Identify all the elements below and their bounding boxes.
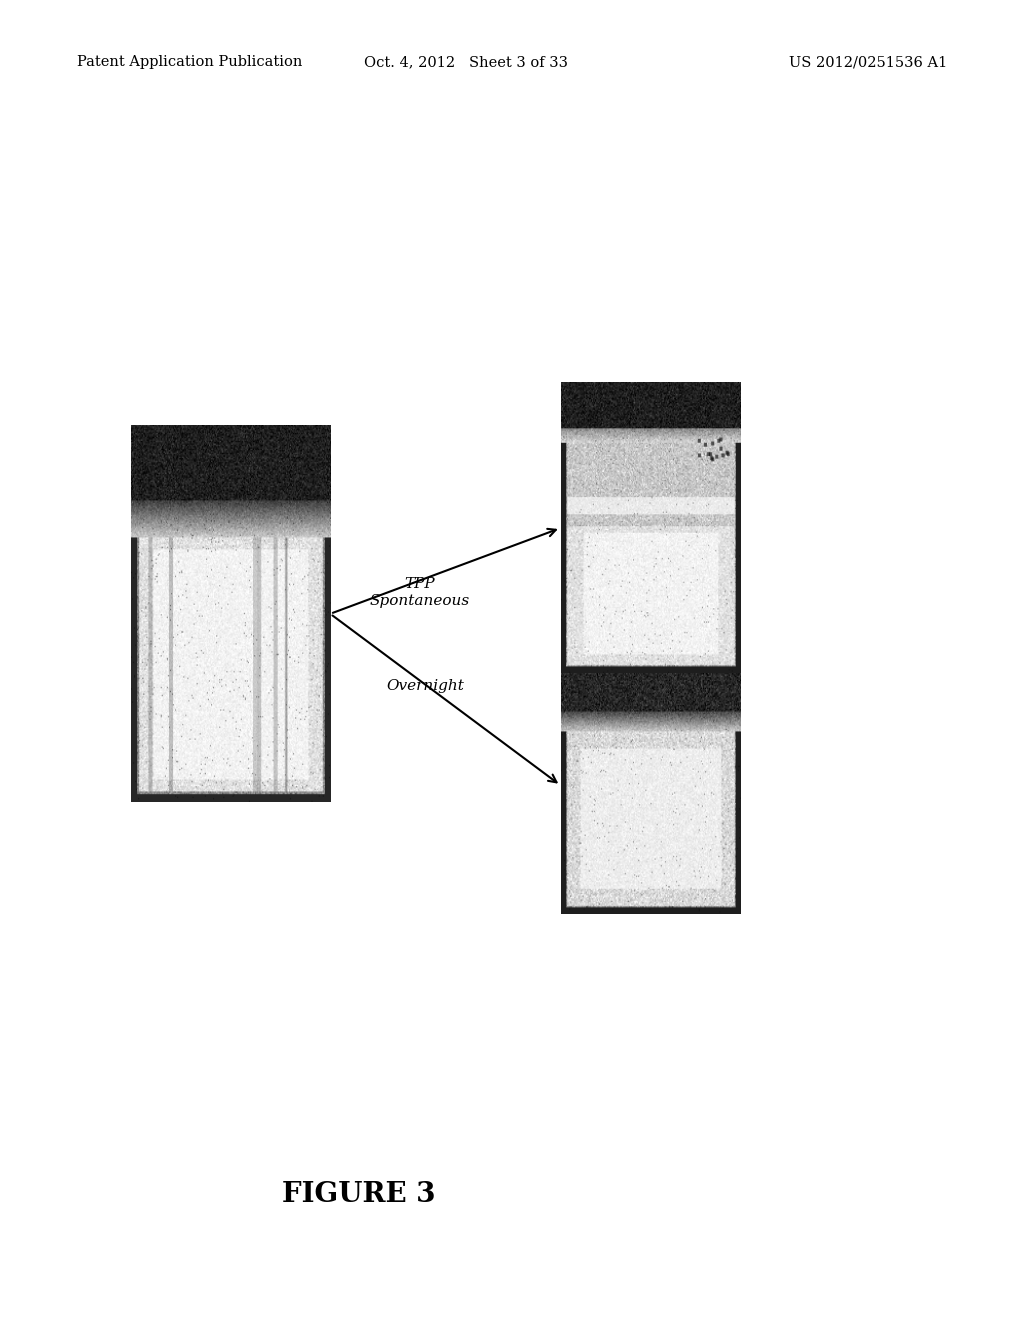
Text: TPP
Spontaneous: TPP Spontaneous [370,578,470,607]
Text: FIGURE 3: FIGURE 3 [282,1181,435,1208]
Text: Patent Application Publication: Patent Application Publication [77,55,302,70]
Text: Overnight: Overnight [386,678,464,693]
Text: US 2012/0251536 A1: US 2012/0251536 A1 [788,55,947,70]
Text: Oct. 4, 2012   Sheet 3 of 33: Oct. 4, 2012 Sheet 3 of 33 [364,55,568,70]
